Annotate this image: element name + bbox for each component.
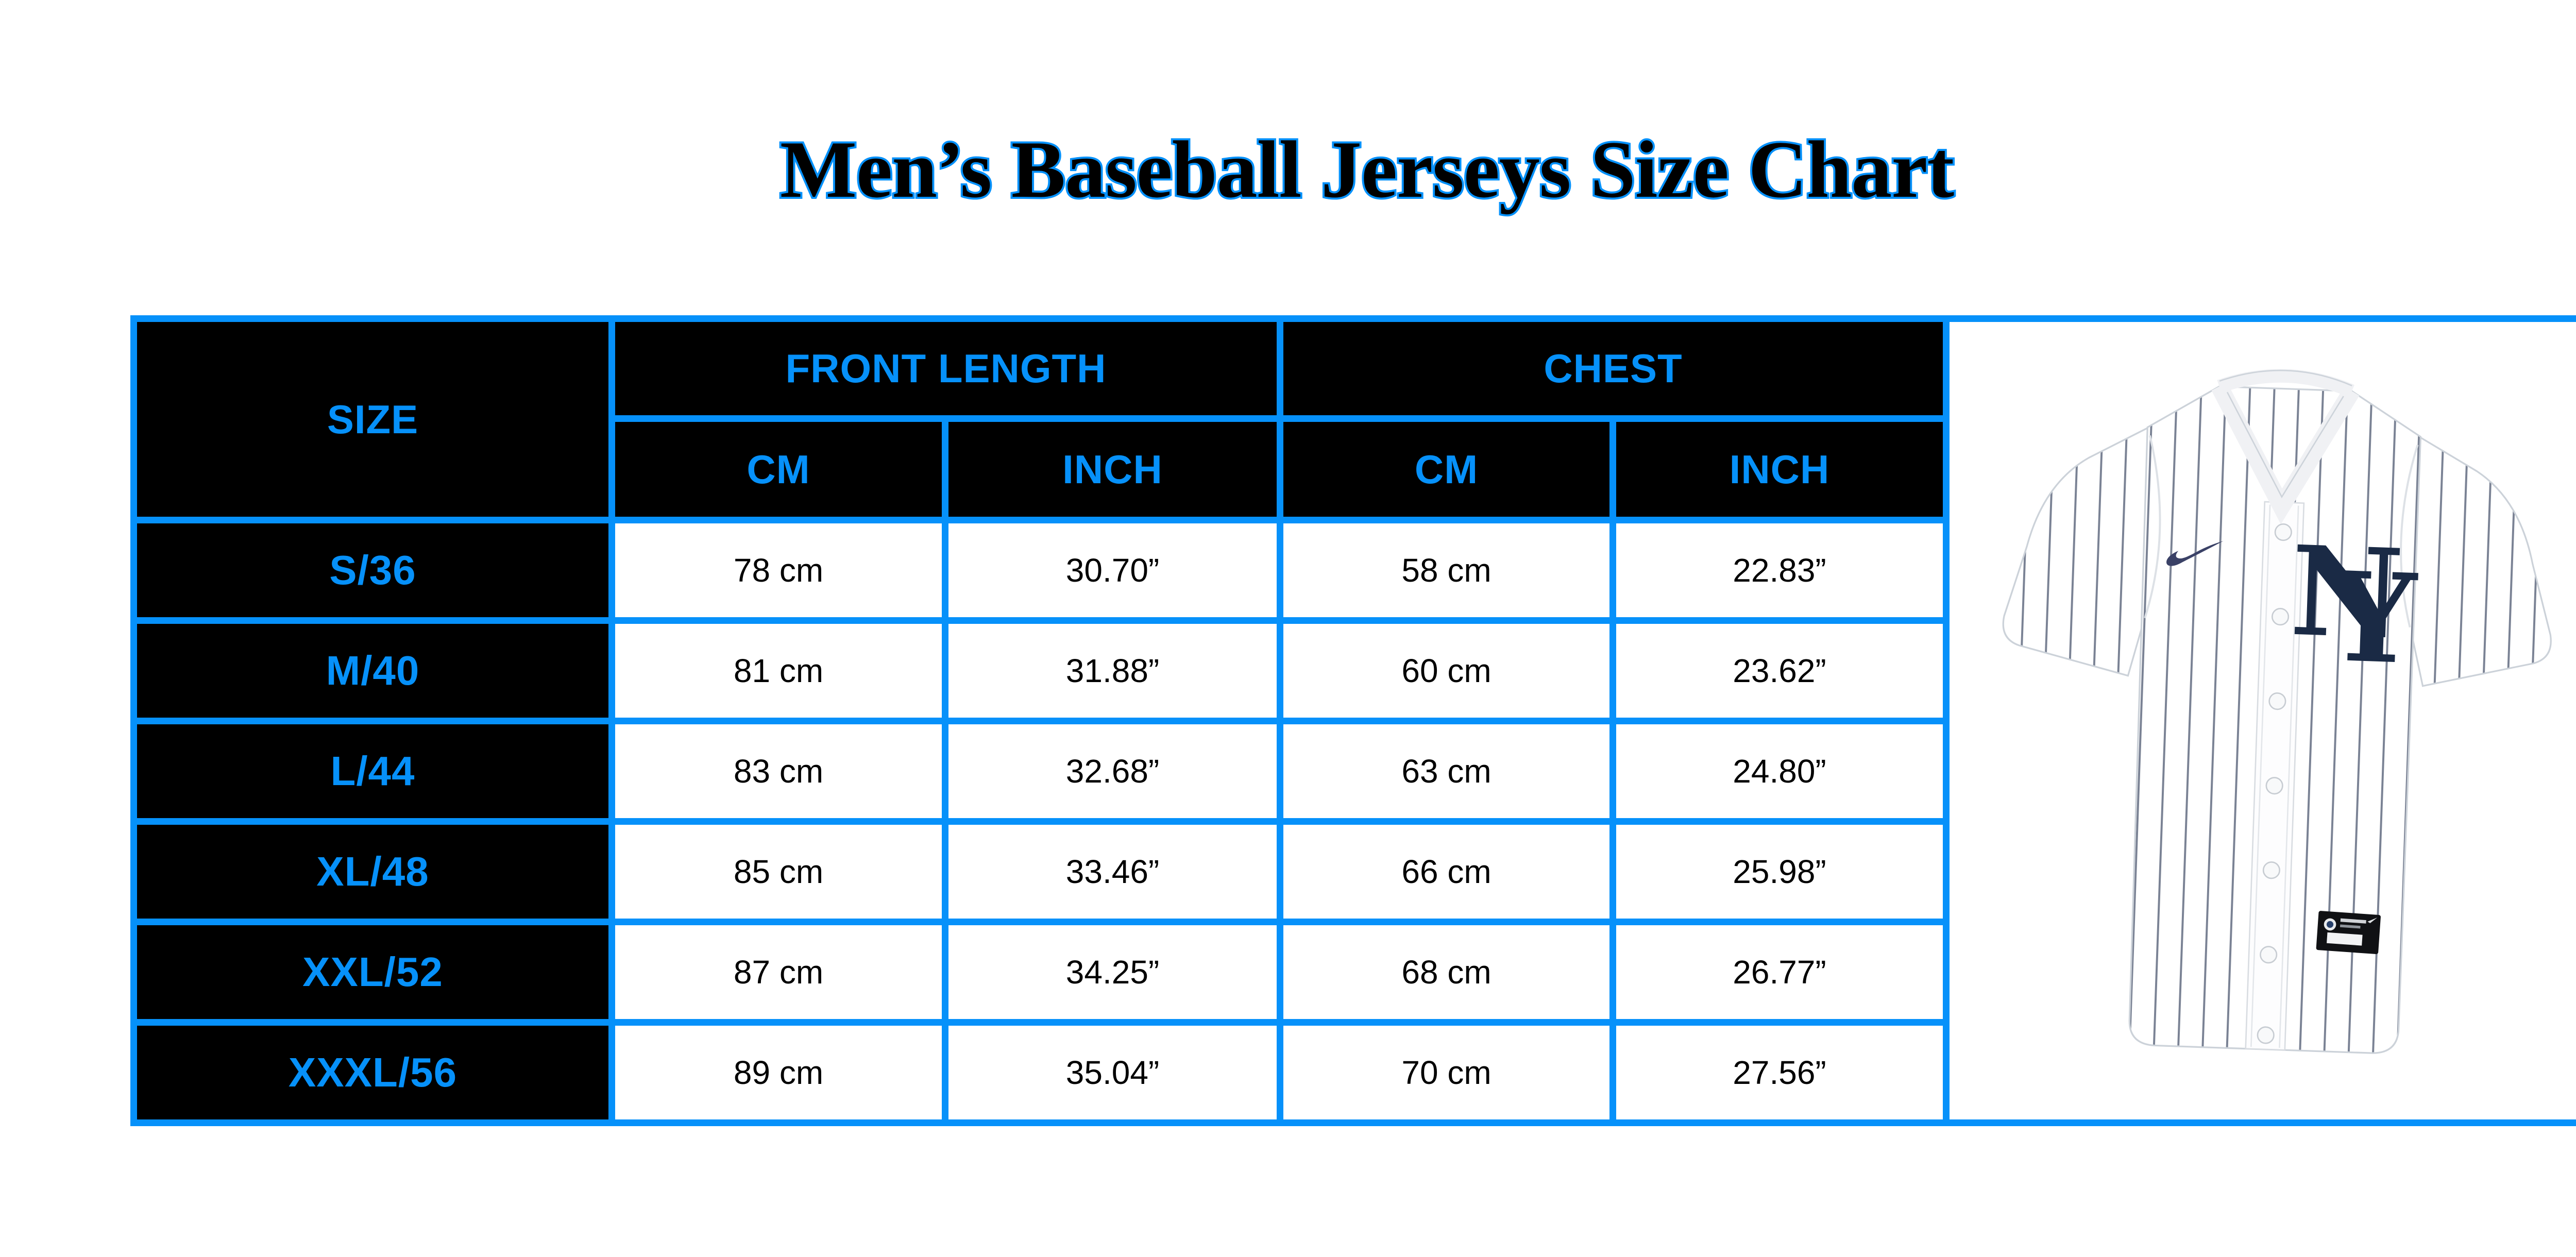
svg-text:Y: Y <box>2324 545 2419 692</box>
size-cell: XXXL/56 <box>130 1019 615 1126</box>
unit-header-front-inch: INCH <box>942 415 1283 523</box>
unit-header-chest-cm: CM <box>1277 415 1616 523</box>
value-cell: 34.25” <box>942 919 1283 1026</box>
value-cell: 66 cm <box>1277 818 1616 925</box>
unit-header-chest-inch: INCH <box>1609 415 1950 523</box>
table-row: M/40 81 cm 31.88” 60 cm 23.62” <box>130 617 2576 724</box>
value-cell: 63 cm <box>1277 718 1616 825</box>
ny-logo: N Y <box>2288 519 2419 692</box>
value-cell: 78 cm <box>608 517 948 624</box>
table-row: XXXL/56 89 cm 35.04” 70 cm 27.56” <box>130 1019 2576 1126</box>
v-neck-collar <box>2211 382 2359 524</box>
page-title-text: Men’s Baseball Jerseys Size Chart <box>780 125 1954 215</box>
value-cell: 31.88” <box>942 617 1283 724</box>
page-title: Men’s Baseball Jerseys Size Chart <box>778 123 1957 217</box>
value-cell: 27.56” <box>1609 1019 1950 1126</box>
table-row: XL/48 85 cm 33.46” 66 cm 25.98” <box>130 818 2576 925</box>
unit-header-front-cm: CM <box>608 415 948 523</box>
value-cell: 25.98” <box>1609 818 1950 925</box>
value-cell: 32.68” <box>942 718 1283 825</box>
jock-tag <box>2316 911 2381 954</box>
size-cell: S/36 <box>130 517 615 624</box>
size-cell: XXL/52 <box>130 919 615 1026</box>
value-cell: 24.80” <box>1609 718 1950 825</box>
yankees-jersey-graphic: N Y <box>2002 369 2552 1054</box>
value-cell: 89 cm <box>608 1019 948 1126</box>
table-row: S/36 78 cm 30.70” 58 cm 22.83” <box>130 517 2576 624</box>
nike-swoosh-icon <box>2166 541 2224 566</box>
value-cell: 33.46” <box>942 818 1283 925</box>
value-cell: 60 cm <box>1277 617 1616 724</box>
jersey-right-sleeve <box>2408 435 2552 687</box>
size-chart-table: SIZE FRONT LENGTH CHEST <box>130 315 2576 1126</box>
jersey-cell: N Y <box>1943 315 2576 1126</box>
value-cell: 68 cm <box>1277 919 1616 1026</box>
value-cell: 81 cm <box>608 617 948 724</box>
value-cell: 35.04” <box>942 1019 1283 1126</box>
jersey-buttons <box>2257 523 2292 1044</box>
jersey-image: N Y <box>1950 332 2576 1110</box>
value-cell: 26.77” <box>1609 919 1950 1026</box>
header-size: SIZE <box>130 315 615 523</box>
header-chest: CHEST <box>1276 315 1950 422</box>
seam <box>2143 435 2161 619</box>
size-cell: L/44 <box>130 718 615 825</box>
seam <box>2399 444 2419 628</box>
value-cell: 70 cm <box>1277 1019 1616 1126</box>
value-cell: 23.62” <box>1609 617 1950 724</box>
svg-text:N: N <box>2288 519 2405 667</box>
value-cell: 30.70” <box>942 517 1283 624</box>
value-cell: 85 cm <box>608 818 948 925</box>
back-collar <box>2216 369 2354 398</box>
value-cell: 83 cm <box>608 718 948 825</box>
table-row: L/44 83 cm 32.68” 63 cm 24.80” <box>130 718 2576 825</box>
value-cell: 22.83” <box>1609 517 1950 624</box>
size-cell: M/40 <box>130 617 615 724</box>
table-row: XXL/52 87 cm 34.25” 68 cm 26.77” <box>130 919 2576 1026</box>
size-cell: XL/48 <box>130 818 615 925</box>
jersey-left-sleeve <box>2002 426 2150 677</box>
header-front-length: FRONT LENGTH <box>608 315 1283 422</box>
value-cell: 58 cm <box>1277 517 1616 624</box>
value-cell: 87 cm <box>608 919 948 1026</box>
